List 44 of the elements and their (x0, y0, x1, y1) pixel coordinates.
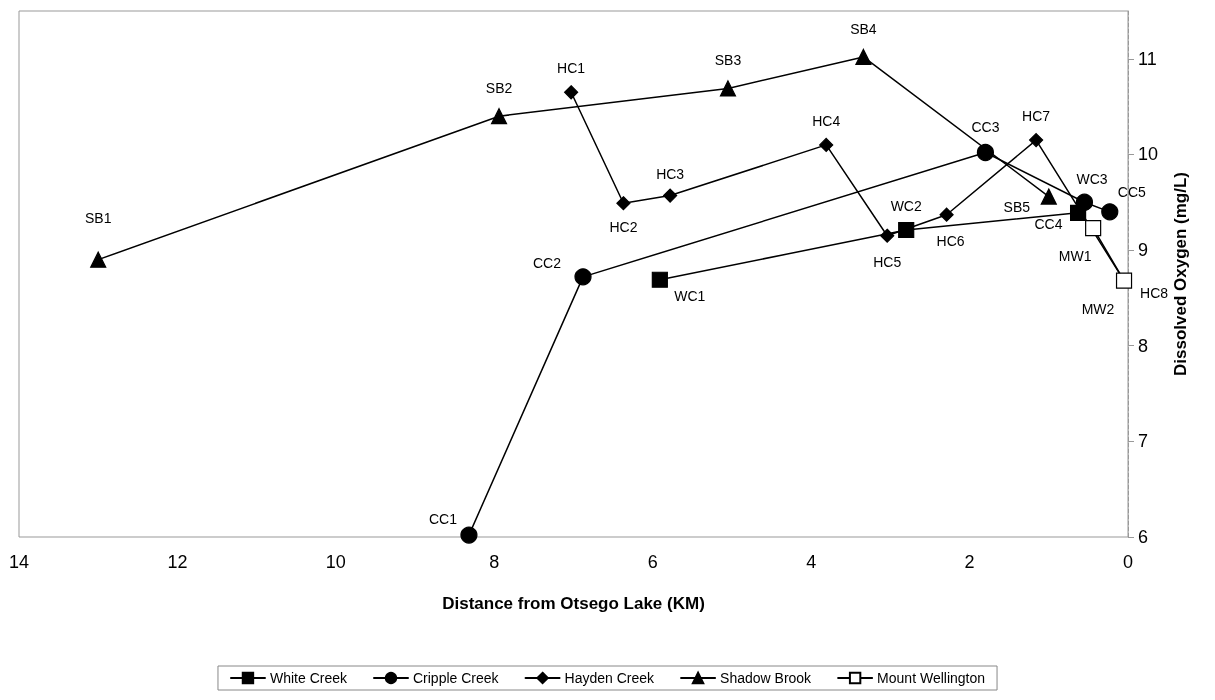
annotation: WC1 (674, 287, 706, 304)
annotation: HC1 (557, 60, 586, 77)
annotation: WC3 (1076, 170, 1108, 187)
annotation: SB2 (485, 80, 513, 97)
x-tick-label: 4 (806, 552, 817, 572)
x-tick-label: 14 (8, 552, 30, 572)
y-tick-label: 7 (1138, 431, 1149, 452)
annotation: CC1 (428, 511, 458, 528)
annotation: SB5 (1003, 198, 1031, 215)
x-axis-title: Distance from Otsego Lake (KM) (442, 594, 705, 613)
legend-label: Cripple Creek (412, 670, 500, 686)
x-tick-label: 6 (647, 552, 658, 572)
x-tick-label: 0 (1122, 552, 1134, 572)
legend-label: White Creek (269, 670, 348, 686)
legend-label: Shadow Brook (720, 670, 813, 686)
annotation: CC2 (533, 254, 562, 271)
annotation: CC4 (1034, 216, 1063, 233)
x-tick-label: 12 (167, 552, 188, 572)
annotation: HC5 (873, 253, 902, 270)
annotation: MW2 (1081, 300, 1115, 317)
legend-label: Mount Wellington (877, 670, 986, 686)
annotation: CC5 (1117, 183, 1146, 200)
annotation: WC2 (890, 198, 922, 215)
y-tick-label: 6 (1138, 527, 1149, 547)
x-tick-label: 8 (489, 552, 500, 572)
annotation: HC4 (812, 112, 841, 129)
annotation: HC7 (1022, 108, 1051, 125)
x-tick-label: 10 (325, 552, 346, 572)
legend-label: Hayden Creek (564, 670, 656, 686)
annotation: SB1 (84, 209, 112, 226)
y-tick-label: 8 (1138, 335, 1149, 356)
annotation: CC3 (971, 118, 1000, 135)
y-tick-label: 10 (1138, 144, 1159, 165)
annotation: SB4 (850, 20, 877, 37)
annotation: SB3 (714, 52, 742, 69)
y-axis-title: Dissolved Oxygen (mg/L) (1171, 171, 1190, 377)
y-tick-label: 11 (1138, 48, 1157, 69)
annotation: HC6 (936, 232, 965, 249)
annotation: HC3 (656, 165, 685, 182)
annotation: HC2 (609, 219, 638, 236)
y-tick-label: 9 (1138, 240, 1149, 261)
annotation: MW1 (1058, 248, 1092, 265)
x-tick-label: 2 (964, 552, 975, 572)
annotation: HC8 (1140, 284, 1169, 301)
